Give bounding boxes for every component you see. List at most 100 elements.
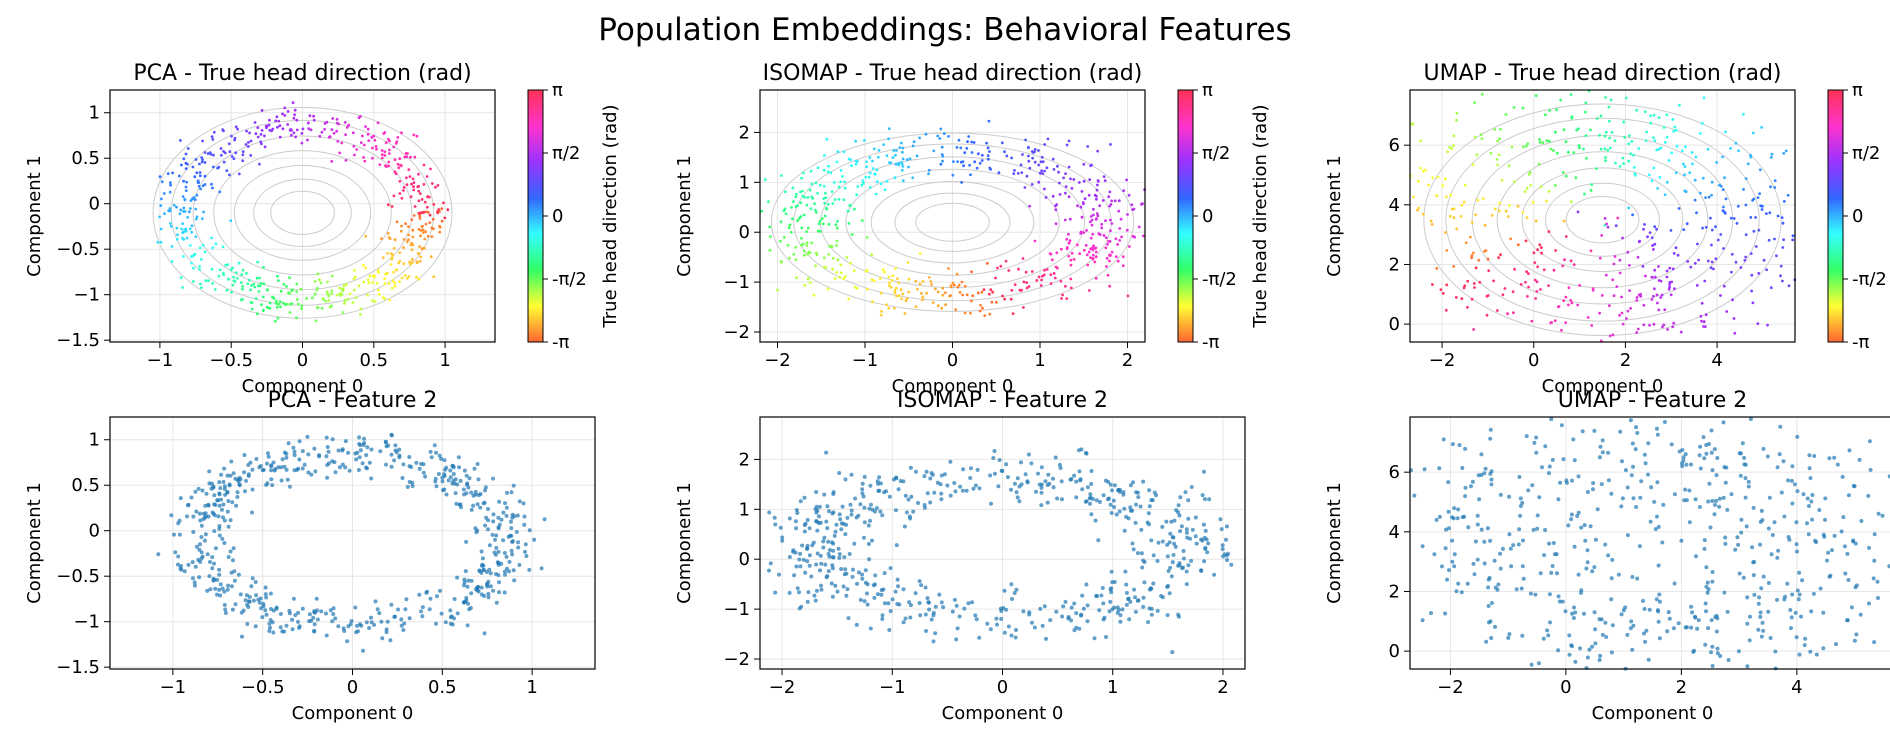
- data-point: [1724, 197, 1728, 201]
- data-point: [451, 472, 456, 476]
- data-point: [1744, 524, 1749, 529]
- data-point: [1584, 134, 1588, 138]
- data-point: [421, 470, 426, 475]
- data-point: [217, 567, 222, 572]
- data-point: [263, 592, 268, 597]
- data-point: [1065, 143, 1069, 147]
- data-point: [870, 253, 874, 256]
- data-point: [327, 299, 331, 302]
- data-point: [1723, 535, 1728, 540]
- data-point: [195, 171, 199, 175]
- data-point: [760, 209, 764, 213]
- data-point: [1666, 610, 1671, 615]
- data-point: [1101, 493, 1106, 498]
- data-point: [1759, 508, 1764, 513]
- data-point: [1085, 229, 1088, 232]
- data-point: [1825, 558, 1829, 563]
- data-point: [1061, 604, 1066, 609]
- data-point: [227, 142, 231, 146]
- data-point: [1151, 581, 1156, 586]
- data-point: [1017, 267, 1020, 271]
- data-point: [1464, 241, 1468, 245]
- data-point: [827, 548, 832, 552]
- data-point: [494, 533, 499, 538]
- data-point: [1075, 243, 1079, 247]
- data-point: [238, 592, 243, 597]
- data-point: [392, 458, 397, 463]
- y-tick-label: 1: [739, 499, 750, 520]
- data-point: [1600, 234, 1604, 237]
- data-point: [1051, 476, 1055, 481]
- data-point: [880, 613, 885, 618]
- data-point: [817, 504, 822, 509]
- data-point: [218, 593, 223, 598]
- data-point: [398, 157, 402, 161]
- data-point: [1178, 495, 1183, 500]
- data-point: [1540, 465, 1544, 470]
- data-point: [241, 268, 245, 272]
- data-point: [1598, 444, 1603, 449]
- density-contour: [1545, 182, 1660, 257]
- data-point: [436, 184, 440, 187]
- data-point: [1584, 110, 1587, 114]
- data-point: [791, 186, 795, 190]
- data-point: [1652, 322, 1656, 326]
- data-point: [840, 504, 845, 509]
- data-point: [1108, 253, 1111, 257]
- data-point: [319, 281, 323, 285]
- data-point: [1655, 480, 1660, 485]
- data-point: [815, 551, 820, 556]
- data-point: [1782, 200, 1786, 203]
- data-point: [414, 460, 419, 465]
- data-point: [212, 502, 217, 507]
- data-point: [448, 608, 453, 613]
- data-point: [1492, 558, 1497, 563]
- data-point: [833, 277, 837, 280]
- data-point: [1029, 461, 1034, 466]
- data-point: [1450, 559, 1455, 564]
- data-point: [287, 611, 292, 616]
- data-point: [486, 527, 490, 532]
- data-point: [1541, 141, 1545, 145]
- data-point: [831, 510, 836, 515]
- data-point: [1667, 616, 1672, 621]
- colorbar-tick-label: -π: [552, 332, 569, 353]
- data-point: [1665, 113, 1669, 117]
- data-point: [233, 602, 238, 607]
- data-point: [503, 501, 507, 506]
- data-point: [508, 533, 513, 538]
- data-point: [410, 484, 415, 488]
- data-point: [1193, 534, 1198, 539]
- data-point: [1703, 642, 1708, 647]
- data-point: [1485, 526, 1490, 531]
- data-point: [1508, 546, 1513, 551]
- data-point: [347, 468, 352, 473]
- data-point: [1712, 447, 1717, 452]
- data-point: [797, 606, 802, 611]
- data-point: [325, 475, 330, 480]
- data-point: [386, 252, 390, 255]
- data-point: [926, 600, 931, 605]
- data-point: [1554, 130, 1557, 134]
- figure-title: Population Embeddings: Behavioral Featur…: [598, 12, 1291, 48]
- data-point: [982, 288, 986, 291]
- data-point: [291, 596, 296, 601]
- data-point: [1766, 609, 1771, 614]
- data-point: [862, 474, 867, 479]
- data-point: [1845, 618, 1850, 623]
- data-point: [1745, 595, 1750, 600]
- data-point: [994, 276, 997, 280]
- data-point: [419, 255, 423, 259]
- colorbar-tick-label: π/2: [1852, 143, 1880, 164]
- data-point: [1012, 591, 1017, 595]
- data-point: [464, 598, 469, 603]
- data-point: [213, 288, 217, 291]
- data-point: [813, 598, 818, 603]
- data-point: [801, 557, 806, 562]
- data-point: [217, 274, 221, 278]
- data-point: [849, 261, 852, 265]
- data-point: [1547, 541, 1552, 546]
- data-point: [1069, 277, 1073, 281]
- data-point: [1104, 219, 1107, 223]
- data-point: [324, 454, 329, 459]
